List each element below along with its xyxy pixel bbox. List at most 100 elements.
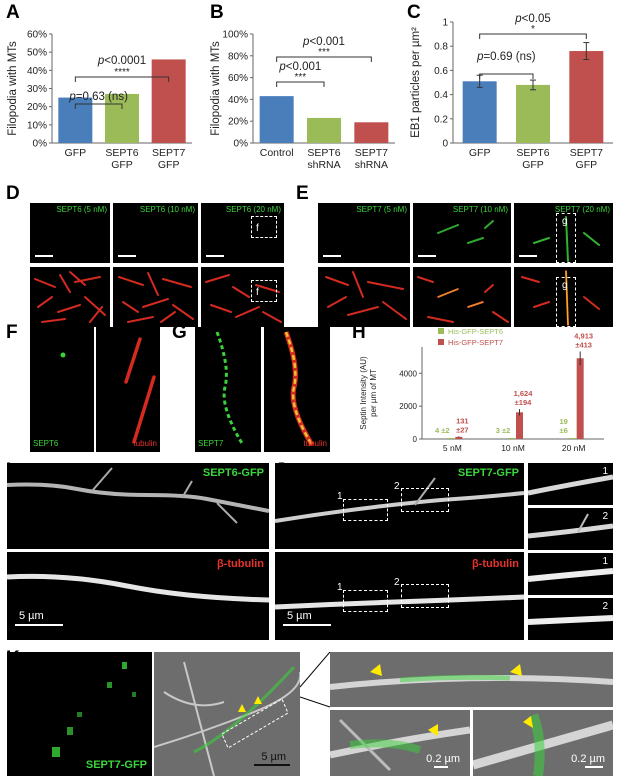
x-tick-label: SEPT6	[105, 147, 138, 159]
y-tick-label: 0%	[33, 139, 48, 150]
micro-label: tubulin	[133, 439, 157, 448]
micro-e-tubulin-10nm	[413, 267, 511, 327]
em-texture	[154, 661, 300, 776]
scale-bar	[35, 255, 53, 257]
panel-label-b: B	[210, 2, 224, 23]
scale-bar	[206, 255, 224, 257]
panel-label-a: A	[6, 2, 20, 23]
micro-f-sept6: SEPT6	[30, 327, 94, 452]
inset-label: 1	[602, 466, 608, 477]
y-tick-label: 1	[442, 18, 448, 29]
zoom-box-f	[251, 216, 277, 238]
scale-label: 5 µm	[19, 610, 44, 622]
micro-i-sept6-gfp: SEPT6-GFP	[7, 463, 269, 549]
y-tick-label: 20%	[228, 117, 248, 128]
zoom-box-g	[556, 277, 576, 327]
x-tick-label: SEPT6	[516, 147, 549, 159]
microtubule-pattern	[118, 272, 194, 323]
septin-signal	[533, 216, 600, 262]
zoom-box-label: f	[256, 287, 259, 298]
y-tick-label: 0%	[234, 139, 249, 150]
neurite-signal	[7, 573, 269, 603]
panel-label-c: C	[407, 2, 421, 23]
p-value-label: p<0.05	[514, 13, 551, 25]
chart-b: 0% 20% 40% 60% 80% 100%Filopodia with MTs Cont…	[210, 30, 395, 171]
y-tick-label: 0.8	[434, 42, 448, 53]
significance-bracket	[74, 76, 170, 82]
micro-d-sept6-20nm: SEPT6 (20 nM) f	[201, 203, 284, 263]
data-label: ±194	[515, 398, 532, 407]
zoom-box-g	[556, 213, 576, 263]
zoom-connector	[300, 652, 330, 708]
scale-label: 0.2 µm	[571, 753, 605, 765]
neurite-signal	[275, 477, 524, 523]
microtubule-pattern	[521, 270, 600, 326]
x-tick-label: shRNA	[307, 159, 340, 171]
channel-label: SEPT7-GFP	[457, 467, 519, 479]
micro-label: SEPT6 (20 nM)	[225, 205, 281, 214]
significance-bracket	[479, 33, 587, 39]
panel-label-d: D	[6, 183, 20, 204]
zoom-box-label: g	[562, 216, 568, 227]
y-tick-label: 30%	[27, 84, 47, 95]
bar	[516, 84, 550, 143]
microtubule-pattern	[205, 274, 282, 323]
panel-label-e: E	[296, 183, 309, 204]
micro-i-tubulin: β-tubulin 5 µm	[7, 552, 269, 640]
data-label: 3 ±2	[496, 426, 511, 435]
micro-label: tubulin	[303, 439, 327, 448]
bar	[568, 438, 576, 439]
em-k-zoom-right: 0.2 µm	[473, 710, 613, 776]
scale-label: 5 µm	[261, 751, 286, 763]
scale-bar	[585, 766, 603, 768]
bar	[105, 93, 139, 143]
x-tick-label: GFP	[469, 147, 491, 159]
bar	[447, 438, 455, 439]
x-tick-label: SEPT6	[307, 147, 340, 159]
micro-d-tubulin-5nm	[30, 267, 110, 327]
septin-spot	[60, 352, 66, 358]
micro-d-tubulin-10nm	[113, 267, 198, 327]
inset-signal	[528, 568, 613, 582]
micro-d-sept6-5nm: SEPT6 (5 nM)	[30, 203, 110, 263]
microtubule-pattern	[34, 271, 106, 323]
micro-e-sept7-20nm: SEPT7 (20 nM) g	[514, 203, 613, 263]
data-label: 4,913	[574, 332, 593, 341]
p-value-label: p<0.0001	[97, 55, 146, 67]
micro-j-tubulin: β-tubulin 1 2 5 µm	[275, 552, 524, 640]
scale-bar	[323, 255, 341, 257]
data-label: 1,624	[514, 389, 534, 398]
legend-swatch	[438, 328, 444, 334]
y-axis-label: Filopodia with MTs	[210, 41, 222, 136]
x-tick-label: Control	[260, 147, 294, 159]
y-axis-label: Septin Intensity (AU)	[359, 356, 368, 430]
inset-signal	[528, 615, 613, 625]
scale-label: 0.2 µm	[426, 753, 460, 765]
y-tick-label: 40%	[228, 95, 248, 106]
inset-signal	[528, 474, 613, 496]
y-tick-label: 2000	[399, 402, 417, 411]
bar	[151, 59, 186, 143]
panel-label-h: H	[352, 322, 366, 343]
zoom-box-label: 1	[337, 491, 343, 502]
scale-bar	[254, 764, 290, 766]
bar	[455, 436, 463, 439]
channel-label: β-tubulin	[471, 558, 519, 570]
x-tick-label: 5 nM	[443, 443, 462, 453]
microtubule-pattern	[417, 276, 509, 323]
inset-j-sept7-1: 1	[528, 463, 613, 505]
x-tick-label: SEPT7	[152, 147, 185, 159]
y-tick-label: 100%	[222, 30, 248, 41]
zoom-box-2	[401, 584, 449, 608]
em-texture	[330, 718, 470, 772]
y-tick-label: 0	[442, 139, 448, 150]
legend-label: His-GFP-SEPT6	[448, 327, 503, 336]
scale-bar	[15, 624, 63, 626]
panel-label-g: G	[172, 322, 187, 343]
y-tick-label: 80%	[228, 51, 248, 62]
data-label: 19	[559, 417, 567, 426]
micro-f-tubulin: tubulin	[96, 327, 160, 452]
micro-e-tubulin-20nm: g	[514, 267, 613, 327]
micro-k-sept7-gfp: SEPT7-GFP	[7, 652, 152, 776]
